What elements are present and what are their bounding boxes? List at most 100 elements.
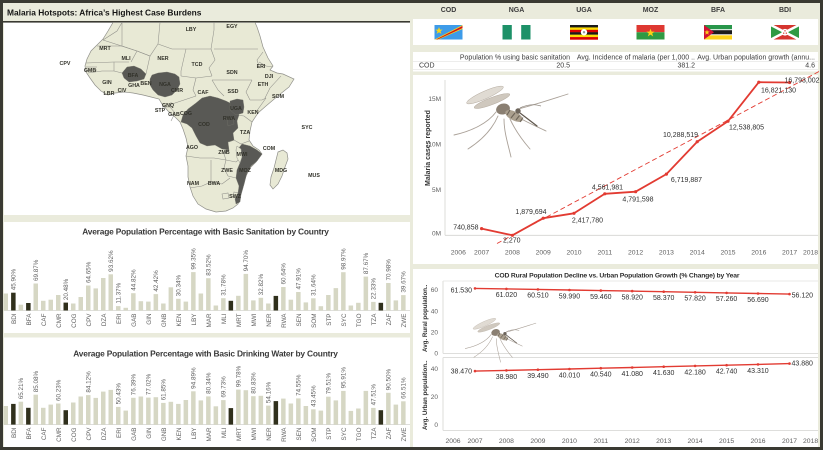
svg-text:NER: NER — [266, 313, 273, 327]
svg-text:SEN: SEN — [296, 313, 303, 326]
svg-text:20.5: 20.5 — [556, 63, 570, 70]
svg-text:2012: 2012 — [628, 250, 643, 257]
svg-text:MRT: MRT — [236, 313, 243, 327]
svg-text:93.62%: 93.62% — [108, 250, 115, 272]
svg-text:BFA: BFA — [26, 427, 33, 440]
svg-text:TGO: TGO — [356, 427, 363, 441]
svg-text:GMB: GMB — [84, 68, 97, 74]
svg-text:Avg. Urban population growth (: Avg. Urban population growth (annu... — [697, 55, 815, 62]
svg-text:GAB: GAB — [168, 112, 180, 118]
svg-text:GIN: GIN — [146, 313, 153, 325]
svg-text:50.43%: 50.43% — [116, 383, 123, 405]
svg-text:94.70%: 94.70% — [243, 250, 250, 272]
svg-text:GHA: GHA — [128, 83, 140, 89]
svg-text:41.080: 41.080 — [621, 371, 643, 378]
svg-text:STP: STP — [326, 428, 333, 440]
svg-text:2,270: 2,270 — [503, 237, 521, 244]
svg-text:ZAF: ZAF — [386, 313, 393, 325]
svg-text:RWA: RWA — [223, 116, 235, 122]
svg-text:20.48%: 20.48% — [63, 278, 70, 300]
svg-text:54.16%: 54.16% — [266, 381, 273, 403]
svg-text:4,561,981: 4,561,981 — [592, 184, 623, 191]
svg-text:69.87%: 69.87% — [33, 259, 40, 281]
svg-text:Average Population Percentage: Average Population Percentage with Basic… — [73, 349, 338, 359]
svg-text:COD: COD — [419, 63, 435, 70]
svg-text:79.51%: 79.51% — [326, 372, 333, 394]
svg-text:SYC: SYC — [341, 427, 348, 440]
svg-text:40.010: 40.010 — [559, 372, 581, 379]
svg-text:2016: 2016 — [750, 438, 765, 445]
svg-text:43.45%: 43.45% — [311, 385, 318, 407]
svg-text:87.67%: 87.67% — [363, 252, 370, 274]
svg-text:SSD: SSD — [228, 89, 239, 95]
svg-text:BFA: BFA — [711, 7, 725, 14]
svg-text:MAR: MAR — [206, 427, 213, 441]
svg-text:10,288,519: 10,288,519 — [663, 132, 698, 139]
svg-text:KEN: KEN — [176, 313, 183, 326]
svg-text:2008: 2008 — [499, 438, 514, 445]
svg-text:20: 20 — [431, 394, 439, 401]
svg-text:2009: 2009 — [536, 250, 551, 257]
svg-text:CMR: CMR — [171, 88, 183, 94]
svg-text:1,879,694: 1,879,694 — [515, 209, 546, 216]
svg-text:38.470: 38.470 — [451, 369, 473, 376]
svg-text:AGO: AGO — [186, 145, 198, 151]
svg-text:22.33%: 22.33% — [371, 278, 378, 300]
svg-text:MAR: MAR — [206, 313, 213, 327]
svg-text:12,538,805: 12,538,805 — [729, 124, 764, 131]
svg-text:42.740: 42.740 — [716, 369, 738, 376]
svg-text:COD: COD — [198, 122, 210, 128]
svg-text:59.460: 59.460 — [590, 294, 612, 301]
svg-text:0: 0 — [434, 422, 438, 429]
svg-text:COD: COD — [441, 7, 457, 14]
svg-text:MLI: MLI — [221, 313, 228, 324]
svg-text:BDI: BDI — [11, 427, 18, 438]
svg-text:57.820: 57.820 — [684, 296, 706, 303]
svg-text:98.97%: 98.97% — [341, 248, 348, 270]
svg-text:0M: 0M — [432, 231, 441, 238]
svg-text:99.78%: 99.78% — [236, 365, 243, 387]
svg-text:MOZ: MOZ — [239, 168, 252, 174]
svg-text:57.260: 57.260 — [716, 296, 738, 303]
svg-text:41.630: 41.630 — [653, 370, 675, 377]
svg-text:61.530: 61.530 — [451, 288, 473, 295]
svg-text:2013: 2013 — [656, 438, 671, 445]
svg-text:GIN: GIN — [146, 427, 153, 439]
svg-text:30.34%: 30.34% — [176, 275, 183, 297]
svg-text:BEN: BEN — [140, 81, 151, 87]
svg-text:GNB: GNB — [161, 314, 168, 328]
svg-text:2010: 2010 — [566, 250, 581, 257]
svg-text:CMR: CMR — [56, 427, 63, 442]
svg-text:740,858: 740,858 — [453, 225, 478, 232]
svg-text:UGA: UGA — [230, 106, 242, 112]
svg-text:STP: STP — [155, 108, 166, 114]
svg-text:42.42%: 42.42% — [153, 270, 160, 292]
svg-text:15M: 15M — [428, 96, 441, 103]
svg-text:CIV: CIV — [118, 88, 127, 94]
svg-text:2011: 2011 — [597, 250, 612, 257]
svg-text:2015: 2015 — [719, 438, 734, 445]
svg-text:Malaria Hotspots: Africa’s Hig: Malaria Hotspots: Africa’s Highest Case … — [7, 8, 202, 18]
svg-text:MOZ: MOZ — [643, 7, 659, 14]
svg-text:65.21%: 65.21% — [18, 377, 25, 399]
svg-text:Average Population Percentage: Average Population Percentage with Basic… — [82, 227, 329, 237]
svg-text:58.370: 58.370 — [653, 295, 675, 302]
svg-text:LBY: LBY — [186, 27, 197, 33]
svg-text:16,821,130: 16,821,130 — [761, 87, 796, 94]
svg-text:RWA: RWA — [281, 313, 288, 328]
svg-text:BDI: BDI — [779, 7, 791, 14]
svg-text:70.98%: 70.98% — [386, 259, 393, 281]
svg-text:56.690: 56.690 — [747, 297, 769, 304]
svg-text:KEN: KEN — [247, 110, 258, 116]
svg-text:43.880: 43.880 — [792, 361, 814, 368]
svg-text:MDG: MDG — [275, 168, 287, 174]
svg-text:Avg. Rural population..: Avg. Rural population.. — [422, 284, 429, 352]
svg-text:MUS: MUS — [308, 173, 320, 179]
svg-text:COG: COG — [71, 427, 78, 441]
svg-text:MRT: MRT — [99, 46, 111, 52]
svg-text:DJI: DJI — [265, 74, 274, 80]
svg-text:39.67%: 39.67% — [401, 271, 408, 293]
svg-text:77.02%: 77.02% — [146, 373, 153, 395]
svg-text:2014: 2014 — [690, 250, 705, 257]
svg-text:2009: 2009 — [530, 438, 545, 445]
